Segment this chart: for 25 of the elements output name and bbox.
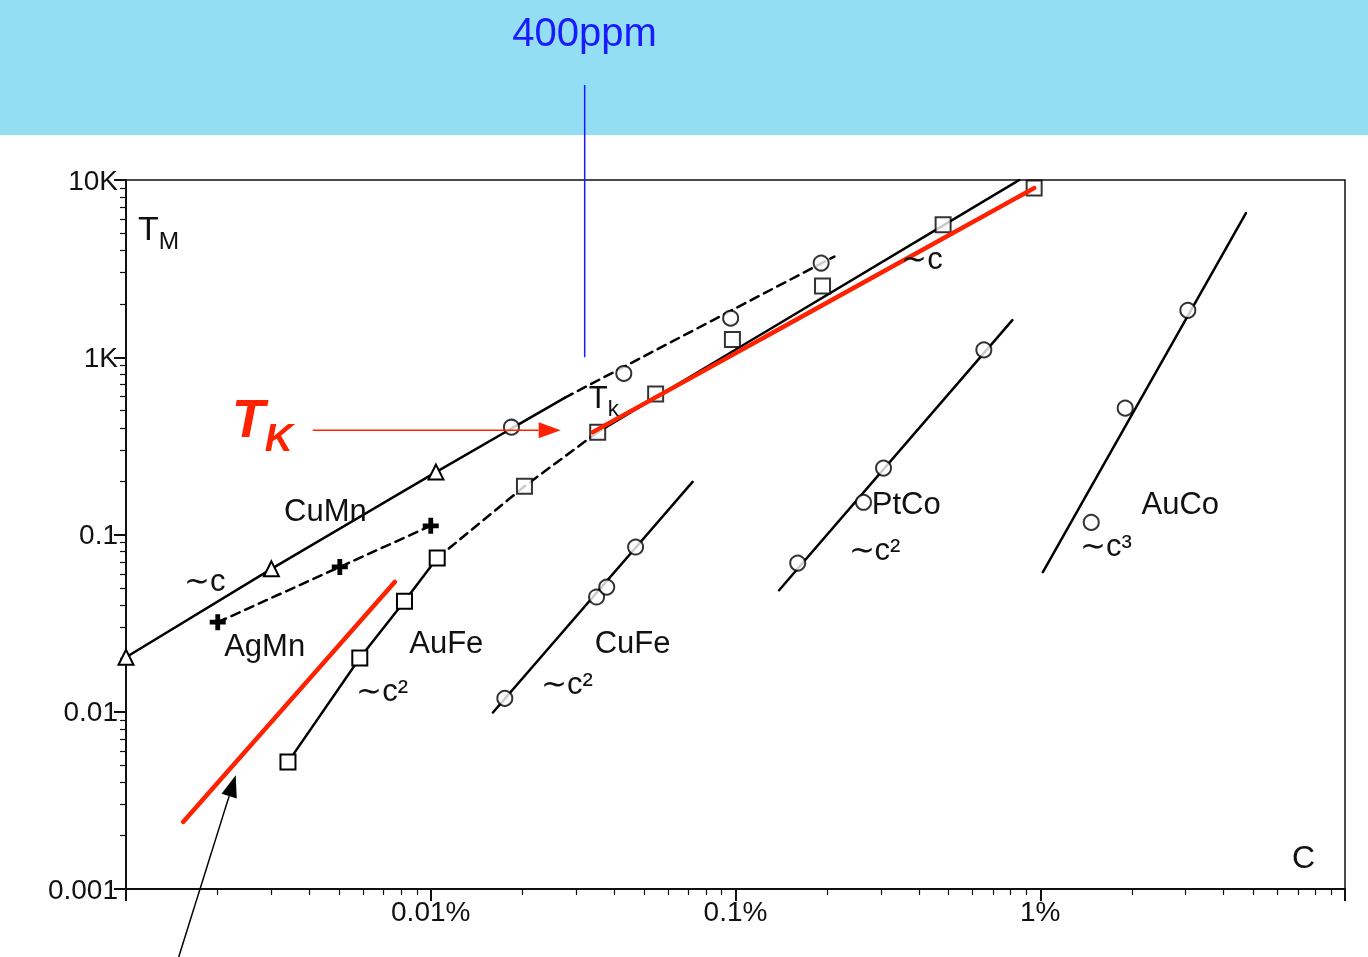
annotation: T$_{k}$ bbox=[588, 379, 619, 421]
x-tick-label: 0.01% bbox=[391, 895, 471, 927]
annotation: AgMn bbox=[224, 627, 306, 663]
x-tick-label: 0.1% bbox=[703, 895, 768, 927]
y-tick-label: 0.01 bbox=[63, 696, 118, 728]
y-tick-label: 0.001 bbox=[47, 873, 118, 905]
legend-label: T$_{K}$ bbox=[231, 388, 293, 459]
y-axis-title: T$_{M}$ bbox=[138, 209, 180, 254]
y-tick-label: 10K bbox=[68, 164, 119, 196]
annotation: CuFe bbox=[594, 625, 671, 661]
y-tick-label: 1K bbox=[83, 341, 119, 373]
x-axis-title: C bbox=[1292, 839, 1316, 875]
annotation: ∼c³ bbox=[1079, 527, 1132, 563]
annotation: AuCo bbox=[1141, 485, 1220, 521]
annotation: ∼c² bbox=[848, 532, 901, 568]
annotation: PtCo bbox=[871, 485, 941, 521]
y-tick-label: 0.1 bbox=[79, 519, 118, 550]
annotation: ∼c² bbox=[540, 665, 593, 701]
annotation: ∼c² bbox=[356, 672, 409, 708]
annotation: ∼c bbox=[901, 241, 943, 277]
ref-line-label: 400ppm bbox=[512, 10, 657, 54]
x-tick-label: 1% bbox=[1020, 895, 1061, 927]
annotation: ∼c bbox=[184, 563, 226, 599]
annotation: AuFe bbox=[409, 625, 484, 661]
annotation: CuMn bbox=[284, 492, 367, 528]
